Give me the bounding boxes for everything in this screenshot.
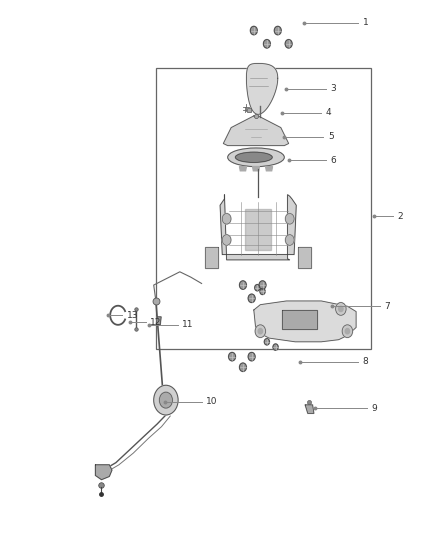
Circle shape xyxy=(285,39,292,48)
Circle shape xyxy=(286,214,294,224)
Polygon shape xyxy=(254,301,356,342)
Polygon shape xyxy=(220,195,296,260)
Text: 9: 9 xyxy=(371,403,377,413)
Circle shape xyxy=(286,235,294,245)
Circle shape xyxy=(222,235,231,245)
Circle shape xyxy=(222,214,231,224)
Circle shape xyxy=(263,39,270,48)
Polygon shape xyxy=(156,317,161,325)
Text: 2: 2 xyxy=(397,212,403,221)
Circle shape xyxy=(229,352,236,361)
Polygon shape xyxy=(298,247,311,268)
Circle shape xyxy=(248,352,255,361)
Bar xyxy=(156,68,371,349)
Polygon shape xyxy=(95,465,112,480)
Polygon shape xyxy=(240,166,247,171)
Circle shape xyxy=(248,294,255,303)
Circle shape xyxy=(159,392,173,408)
Text: 6: 6 xyxy=(330,156,336,165)
Circle shape xyxy=(264,338,269,345)
Ellipse shape xyxy=(236,152,272,163)
Polygon shape xyxy=(282,310,317,329)
Circle shape xyxy=(260,288,265,295)
Circle shape xyxy=(240,363,247,372)
Text: 10: 10 xyxy=(206,397,217,406)
Circle shape xyxy=(336,303,346,316)
Circle shape xyxy=(251,26,257,35)
Text: 8: 8 xyxy=(363,358,368,367)
Circle shape xyxy=(258,328,262,334)
Circle shape xyxy=(273,344,278,350)
Text: 1: 1 xyxy=(363,18,368,27)
Text: 7: 7 xyxy=(385,302,390,311)
Text: 11: 11 xyxy=(182,320,194,329)
Text: 4: 4 xyxy=(325,108,331,117)
Polygon shape xyxy=(223,116,289,146)
Circle shape xyxy=(339,306,343,312)
Text: 12: 12 xyxy=(150,318,162,327)
Ellipse shape xyxy=(228,148,284,166)
Circle shape xyxy=(345,328,350,334)
Text: 5: 5 xyxy=(328,132,334,141)
Circle shape xyxy=(154,385,178,415)
Polygon shape xyxy=(265,166,272,171)
Circle shape xyxy=(254,285,260,291)
Text: 3: 3 xyxy=(330,84,336,93)
Circle shape xyxy=(259,281,266,289)
Circle shape xyxy=(274,26,281,35)
Text: 13: 13 xyxy=(127,311,138,320)
Circle shape xyxy=(342,325,353,337)
Polygon shape xyxy=(245,209,271,249)
Polygon shape xyxy=(247,63,278,114)
Polygon shape xyxy=(205,247,218,268)
Circle shape xyxy=(255,325,265,337)
Circle shape xyxy=(240,281,247,289)
Polygon shape xyxy=(305,405,314,414)
Polygon shape xyxy=(253,166,259,171)
